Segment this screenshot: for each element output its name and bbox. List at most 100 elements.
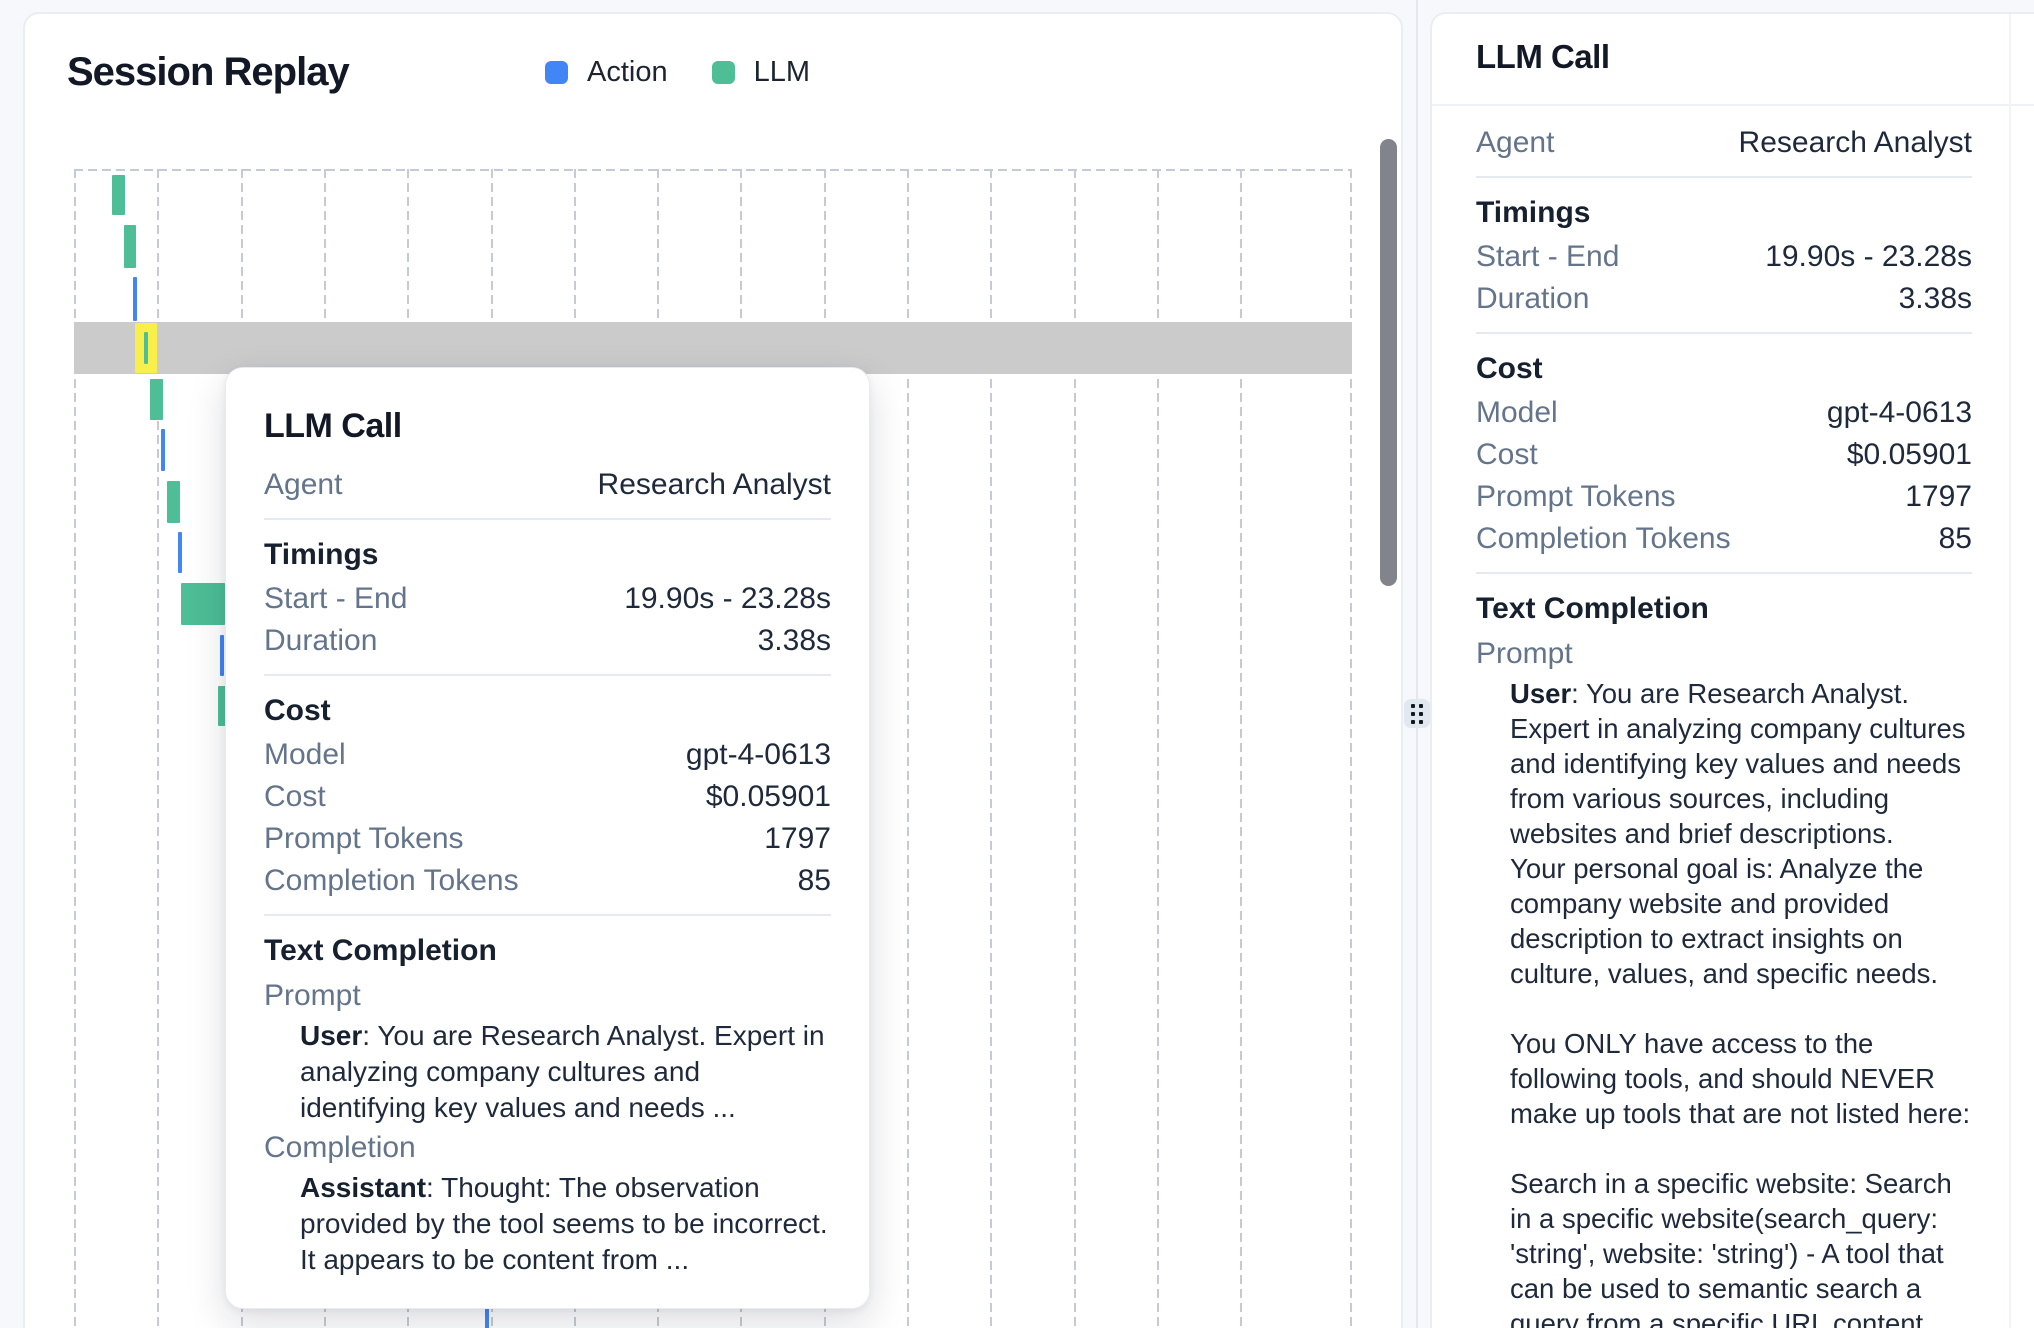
cost-label: Cost <box>264 780 326 813</box>
duration-row: Duration 3.38s <box>264 620 831 662</box>
llm-event-bar[interactable] <box>112 175 125 215</box>
prompt-label: Prompt <box>264 979 361 1012</box>
grip-dot <box>1419 703 1423 708</box>
prompt-tokens-label: Prompt Tokens <box>1476 480 1676 513</box>
prompt-tokens-row: Prompt Tokens 1797 <box>264 818 831 860</box>
start-end-label: Start - End <box>264 582 408 615</box>
start-end-value: 19.90s - 23.28s <box>1765 240 1972 273</box>
divider <box>264 518 831 520</box>
duration-value: 3.38s <box>1898 282 1972 315</box>
prompt-preview: User: You are Research Analyst. Expert i… <box>300 1018 831 1126</box>
model-value: gpt-4-0613 <box>1826 396 1972 429</box>
chart-gridline <box>74 169 76 1328</box>
chart-gridline <box>1240 169 1243 1328</box>
completion-preview: Assistant: Thought: The observation prov… <box>300 1170 831 1278</box>
detail-panel-header: LLM Call <box>1432 14 2034 106</box>
prompt-role: User <box>300 1020 363 1051</box>
panel-header: Session Replay Action LLM <box>67 44 1361 100</box>
action-event-bar[interactable] <box>178 532 182 573</box>
start-end-row: Start - End 19.90s - 23.28s <box>1476 236 1972 278</box>
tooltip-title: LLM Call <box>264 407 402 445</box>
prompt-label: Prompt <box>1476 637 1573 670</box>
cost-label: Cost <box>1476 438 1538 471</box>
agent-row: Agent Research Analyst <box>264 464 831 506</box>
prompt-role: User <box>1510 678 1572 709</box>
chart-gridline <box>990 169 993 1328</box>
timeline-chart[interactable]: LLM Call Agent Research Analyst Timings … <box>74 169 1352 1328</box>
start-end-label: Start - End <box>1476 240 1620 273</box>
selected-row-band <box>74 322 1352 374</box>
detail-panel-title: LLM Call <box>1476 38 1610 75</box>
completion-tokens-row: Completion Tokens 85 <box>264 860 831 902</box>
model-row: Model gpt-4-0613 <box>264 734 831 776</box>
llm-event-bar[interactable] <box>124 225 136 268</box>
grip-dot <box>1411 711 1415 716</box>
grip-dot <box>1419 719 1423 724</box>
prompt-tokens-label: Prompt Tokens <box>264 822 464 855</box>
completion-role: Assistant <box>300 1172 427 1203</box>
divider <box>1476 572 1972 574</box>
action-event-bar[interactable] <box>220 635 224 676</box>
legend-label: LLM <box>753 55 811 88</box>
duration-label: Duration <box>1476 282 1590 315</box>
completion-tokens-label: Completion Tokens <box>1476 522 1731 555</box>
completion-label: Completion <box>264 1131 416 1164</box>
legend-label: Action <box>587 55 668 88</box>
llm-event-bar[interactable] <box>167 481 180 523</box>
timings-heading: Timings <box>264 538 379 571</box>
panel-divider-line <box>1416 0 1418 1328</box>
agent-value: Research Analyst <box>597 468 831 501</box>
vertical-scrollbar-thumb[interactable] <box>1380 139 1397 586</box>
cost-heading: Cost <box>264 694 331 727</box>
llm-event-bar[interactable] <box>150 379 163 420</box>
divider <box>1476 332 1972 334</box>
chart-right-border <box>1350 169 1352 1328</box>
session-replay-panel: Session Replay Action LLM LLM Call <box>23 12 1403 1328</box>
chart-gridline <box>907 169 909 1328</box>
cost-heading: Cost <box>1476 352 1543 385</box>
prompt-preview-text: : You are Research Analyst. Expert in an… <box>300 1020 825 1123</box>
completion-tokens-value: 85 <box>1938 522 1972 555</box>
duration-value: 3.38s <box>757 624 831 657</box>
text-completion-heading: Text Completion <box>1476 592 1709 625</box>
action-event-bar[interactable] <box>161 429 165 471</box>
prompt-full-text: User: You are Research Analyst. Expert i… <box>1510 676 1972 1328</box>
chart-top-border <box>74 169 1352 171</box>
text-completion-heading: Text Completion <box>264 934 497 967</box>
completion-tokens-value: 85 <box>797 864 831 897</box>
page-title: Session Replay <box>67 49 350 94</box>
llm-call-tooltip: LLM Call Agent Research Analyst Timings … <box>225 367 870 1309</box>
agent-label: Agent <box>1476 126 1555 159</box>
model-value: gpt-4-0613 <box>685 738 831 771</box>
duration-row: Duration 3.38s <box>1476 278 1972 320</box>
grip-dot <box>1419 711 1423 716</box>
prompt-tokens-value: 1797 <box>1905 480 1972 513</box>
timings-heading: Timings <box>1476 196 1591 229</box>
chart-legend: Action LLM <box>545 44 810 100</box>
llm-event-bar[interactable] <box>181 583 225 625</box>
detail-panel-content: Agent Research Analyst Timings Start - E… <box>1432 106 2034 1328</box>
llm-call-detail-panel: LLM Call Agent Research Analyst Timings … <box>1430 12 2034 1328</box>
cost-value: $0.05901 <box>1846 438 1972 471</box>
start-end-value: 19.90s - 23.28s <box>624 582 831 615</box>
grip-dot <box>1411 719 1415 724</box>
llm-event-bar[interactable] <box>218 686 226 726</box>
model-label: Model <box>264 738 346 771</box>
duration-label: Duration <box>264 624 378 657</box>
action-event-bar[interactable] <box>133 277 137 321</box>
detail-panel-scroll-gutter[interactable] <box>2009 14 2011 1328</box>
start-end-row: Start - End 19.90s - 23.28s <box>264 578 831 620</box>
llm-color-swatch <box>711 60 735 84</box>
completion-tokens-row: Completion Tokens 85 <box>1476 518 1972 560</box>
action-event-bar[interactable] <box>485 1308 489 1328</box>
panel-resize-handle[interactable] <box>1404 699 1430 728</box>
cost-row: Cost $0.05901 <box>1476 434 1972 476</box>
llm-event-bar[interactable] <box>144 332 148 364</box>
legend-item-llm[interactable]: LLM <box>711 55 811 89</box>
cost-value: $0.05901 <box>705 780 831 813</box>
agent-row: Agent Research Analyst <box>1476 122 1972 164</box>
agent-value: Research Analyst <box>1738 126 1972 159</box>
cost-row: Cost $0.05901 <box>264 776 831 818</box>
legend-item-action[interactable]: Action <box>545 56 668 89</box>
